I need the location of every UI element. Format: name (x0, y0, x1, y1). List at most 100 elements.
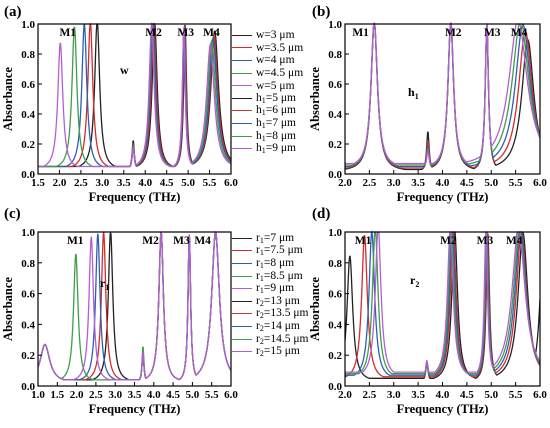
x-axis-label: Frequency (THz) (397, 190, 489, 204)
x-tick-label: 3.5 (117, 177, 131, 189)
x-tick-label: 5.0 (484, 177, 498, 189)
legend-swatch (232, 72, 252, 74)
x-axis-label: Frequency (THz) (89, 402, 181, 416)
x-tick-label: 5.5 (509, 389, 523, 401)
mode-label-m4: M4 (506, 235, 523, 247)
legend-swatch (232, 313, 252, 315)
legend-label: h1=8 μm (256, 129, 296, 143)
y-tick-label: 1.0 (328, 227, 342, 239)
y-tick-label: 0.0 (328, 169, 342, 181)
series-line (38, 231, 231, 381)
mode-label-m2: M2 (142, 235, 159, 247)
legend-label: w=3.5 μm (256, 41, 304, 54)
legend-swatch (232, 237, 252, 239)
x-tick-label: 4.0 (147, 389, 161, 401)
legend-swatch (232, 110, 252, 112)
plot-frame (37, 231, 232, 387)
legend-swatch (232, 148, 252, 150)
series-line (38, 22, 231, 168)
panel-c: 1.0 1.5 2.0 2.5 3.0 3.5 4.0 4.5 5.0 5.5 6.0 0.0 0.2 0… (1, 206, 238, 416)
x-axis-label: Frequency (THz) (89, 190, 181, 204)
panel-label: (c) (4, 206, 21, 222)
series-line (345, 22, 540, 165)
legend-label: r1=8.5 μm (256, 269, 303, 283)
y-tick-label: 0.4 (328, 109, 342, 121)
x-tick-label: 2.0 (53, 177, 67, 189)
legend-label: h1=6 μm (256, 104, 296, 118)
mode-label-m3: M3 (484, 27, 501, 39)
legend-label: r1=9 μm (256, 282, 295, 296)
legend-swatch (232, 122, 252, 124)
legend-item: w=5 μm (232, 79, 303, 92)
y-tick-label: 1.0 (328, 19, 342, 31)
legend-item: h1=7 μm (232, 117, 303, 130)
x-tick-label: 3.0 (387, 177, 401, 189)
legend-label: w=4.5 μm (256, 67, 304, 80)
series-line (345, 231, 540, 379)
mode-label-m3: M3 (477, 235, 494, 247)
x-tick-label: 4.5 (166, 389, 180, 401)
x-tick-label: 5.5 (509, 177, 523, 189)
x-tick-label: 6.0 (224, 389, 238, 401)
legend-item: r2=13 μm (232, 295, 308, 308)
legend-item: w=3.5 μm (232, 42, 303, 55)
parameter-label: w (120, 63, 129, 77)
x-tick-label: 1.0 (31, 389, 45, 401)
x-tick-label: 2.5 (89, 389, 103, 401)
series-line (345, 23, 540, 166)
mode-label-m1: M1 (352, 27, 369, 39)
x-tick-label: 6.0 (533, 177, 547, 189)
legend-item: r1=7.5 μm (232, 244, 308, 257)
series-line (345, 231, 540, 375)
legend-swatch (232, 34, 252, 36)
legend-label: r1=7 μm (256, 231, 295, 245)
series-group (345, 230, 540, 379)
legend-swatch (232, 47, 252, 49)
legend-swatch (232, 59, 252, 61)
legend-item: w=4 μm (232, 54, 303, 67)
legend-label: h1=5 μm (256, 91, 296, 105)
legend-swatch (232, 300, 252, 302)
y-tick-label: 0.8 (21, 49, 35, 61)
y-tick-label: 0.2 (21, 139, 35, 151)
y-tick-label: 1.0 (21, 227, 35, 239)
x-tick-label: 5.5 (205, 389, 219, 401)
mode-label-m3: M3 (177, 27, 194, 39)
series-group (345, 22, 540, 171)
x-tick-label: 2.0 (338, 177, 352, 189)
legend-label: h1=9 μm (256, 142, 296, 156)
legend-label: r2=13 μm (256, 294, 300, 308)
x-tick-label: 3.0 (387, 389, 401, 401)
y-tick-label: 0.6 (21, 79, 35, 91)
legend-item: r2=14.5 μm (232, 333, 308, 346)
legend-item: w=4.5 μm (232, 67, 303, 80)
y-tick-label: 0.6 (328, 289, 342, 301)
legend-item: h1=8 μm (232, 130, 303, 143)
x-tick-label: 1.5 (31, 177, 45, 189)
legend-item: r1=7 μm (232, 232, 308, 245)
legend-item: w=3 μm (232, 29, 303, 42)
legend-item: r1=8.5 μm (232, 270, 308, 283)
legend-label: w=5 μm (256, 79, 295, 92)
y-tick-label: 0.2 (328, 350, 342, 362)
mode-label-m4: M4 (511, 27, 528, 39)
y-tick-label: 0.8 (328, 49, 342, 61)
legend-label: w=4 μm (256, 54, 295, 67)
panel-label: (a) (4, 4, 22, 20)
series-line (345, 230, 540, 376)
y-tick-label: 0.2 (21, 350, 35, 362)
legend-swatch (232, 250, 252, 252)
parameter-label: r1 (100, 276, 109, 292)
x-tick-label: 4.0 (436, 389, 450, 401)
legend-label: r2=13.5 μm (256, 307, 309, 321)
legend-item: r1=8 μm (232, 257, 308, 270)
mode-label-m2: M2 (445, 27, 462, 39)
legend-swatch (232, 275, 252, 277)
legend-swatch (232, 288, 252, 290)
mode-label-m4: M4 (203, 27, 220, 39)
series-line (345, 230, 540, 378)
legend-swatch (232, 262, 252, 264)
x-tick-label: 3.0 (95, 177, 109, 189)
legend-bottom: r1=7 μm r1=7.5 μm r1=8 μm r1=8.5 μm r1=9 μm r… (232, 232, 308, 358)
